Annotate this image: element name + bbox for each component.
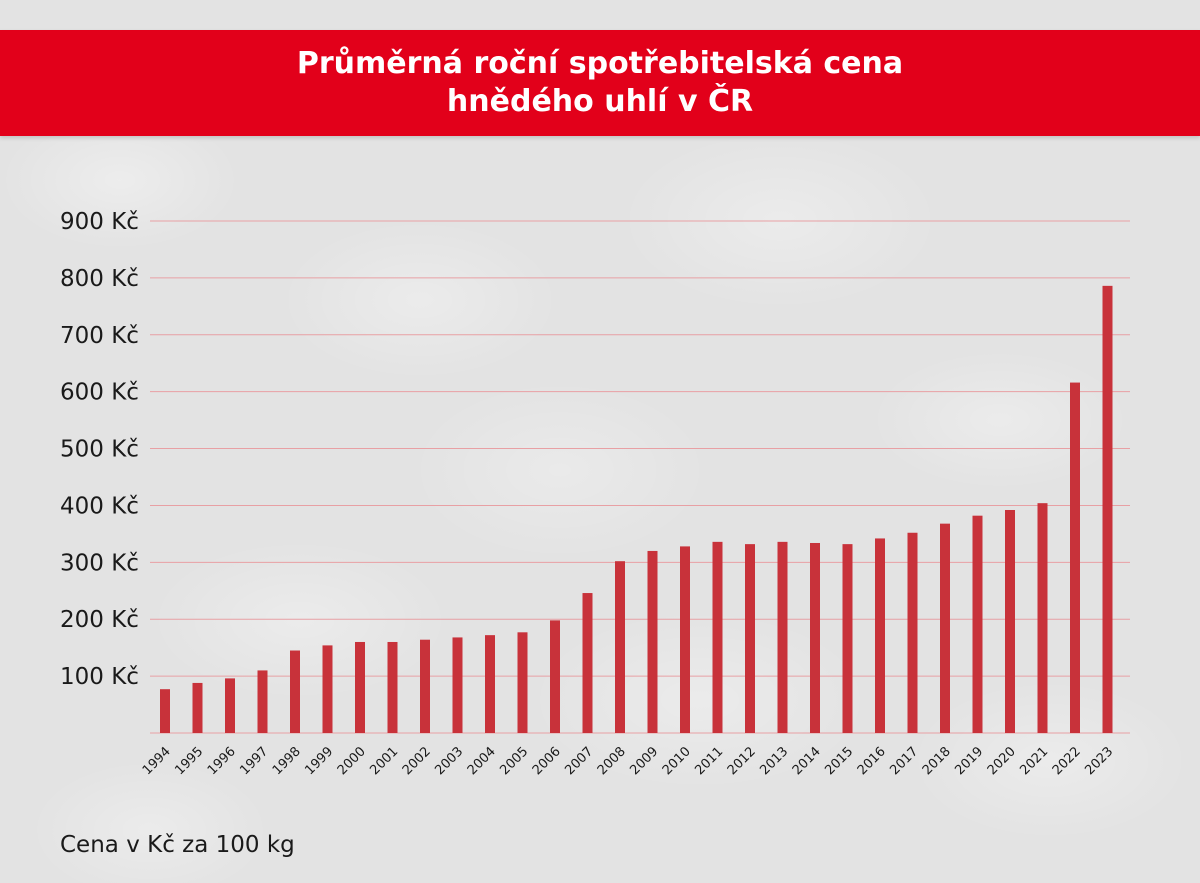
x-tick-label: 2013 [757, 744, 791, 778]
bar-2018 [940, 523, 950, 733]
bar-2008 [615, 561, 625, 733]
x-tick-label: 2018 [920, 744, 954, 778]
x-tick-label: 2014 [790, 744, 824, 778]
bar-2005 [517, 632, 528, 733]
x-tick-label: 1994 [140, 744, 174, 778]
bar-2006 [550, 620, 560, 733]
bar-2022 [1070, 382, 1080, 733]
bar-2004 [485, 635, 495, 733]
bar-2002 [420, 639, 430, 733]
y-tick-label: 300 Kč [60, 550, 139, 576]
x-tick-label: 2000 [335, 744, 369, 778]
chart-title-line-2: hnědého uhlí v ČR [446, 84, 754, 119]
bar-1999 [322, 645, 333, 733]
bars [160, 285, 1113, 733]
x-tick-label: 1998 [270, 744, 304, 778]
x-tick-label: 2004 [465, 744, 499, 778]
bar-1998 [290, 650, 300, 733]
bar-2010 [680, 546, 690, 733]
x-tick-label: 2022 [1050, 744, 1084, 778]
chart-title-line-1: Průměrná roční spotřebitelská cena [296, 46, 904, 81]
x-tick-label: 2021 [1017, 744, 1051, 778]
x-tick-label: 2006 [530, 744, 564, 778]
y-tick-label: 900 Kč [60, 209, 139, 235]
bar-2021 [1037, 503, 1048, 733]
x-tick-label: 2020 [985, 744, 1019, 778]
x-tick-label: 2007 [562, 744, 596, 778]
x-tick-label: 2017 [887, 744, 921, 778]
x-tick-label: 2012 [725, 744, 759, 778]
bar-2014 [810, 542, 820, 733]
y-tick-label: 800 Kč [60, 266, 139, 292]
x-tick-label: 2005 [497, 744, 531, 778]
x-tick-label: 2023 [1082, 744, 1116, 778]
x-tick-label: 2009 [627, 744, 661, 778]
bar-1997 [257, 670, 268, 733]
bar-2023 [1102, 285, 1113, 733]
bar-2013 [777, 541, 788, 733]
x-tick-label: 2010 [660, 744, 694, 778]
y-axis-labels: 100 Kč 200 Kč 300 Kč 400 Kč 500 Kč 600 Kč 700 … [60, 209, 139, 690]
bar-2012 [745, 544, 755, 733]
unit-footnote: Cena v Kč za 100 kg [60, 832, 295, 858]
bar-2017 [907, 532, 918, 733]
bar-2003 [452, 637, 463, 733]
bar-2019 [972, 515, 983, 733]
bar-2020 [1005, 509, 1015, 733]
gridlines [150, 220, 1130, 734]
y-tick-label: 400 Kč [60, 493, 139, 519]
x-tick-label: 1995 [172, 744, 206, 778]
x-axis-labels: 1994199519961997199819992000200120022003… [140, 744, 1117, 778]
bar-1995 [192, 682, 203, 733]
x-tick-label: 2015 [822, 744, 856, 778]
y-tick-label: 700 Kč [60, 323, 139, 349]
bar-2001 [387, 641, 398, 733]
bar-2007 [582, 593, 593, 733]
title-banner: Průměrná roční spotřebitelská cena hnědé… [0, 30, 1200, 136]
x-tick-label: 2001 [367, 744, 401, 778]
bar-2016 [875, 538, 885, 733]
y-tick-label: 200 Kč [60, 607, 139, 633]
x-tick-label: 2008 [595, 744, 629, 778]
x-tick-label: 2019 [952, 744, 986, 778]
bar-2015 [842, 544, 853, 733]
y-tick-label: 500 Kč [60, 437, 139, 463]
x-tick-label: 1996 [205, 744, 239, 778]
x-tick-label: 2002 [400, 744, 434, 778]
x-tick-label: 1999 [302, 744, 336, 778]
x-tick-label: 2003 [432, 744, 466, 778]
x-tick-label: 2016 [855, 744, 889, 778]
bar-2009 [647, 550, 658, 733]
y-tick-label: 600 Kč [60, 380, 139, 406]
bar-1996 [225, 678, 235, 733]
bar-1994 [160, 689, 170, 733]
bar-2011 [712, 541, 723, 733]
bar-2000 [355, 641, 365, 733]
y-tick-label: 100 Kč [60, 664, 139, 690]
x-tick-label: 1997 [237, 744, 271, 778]
x-tick-label: 2011 [692, 744, 726, 778]
